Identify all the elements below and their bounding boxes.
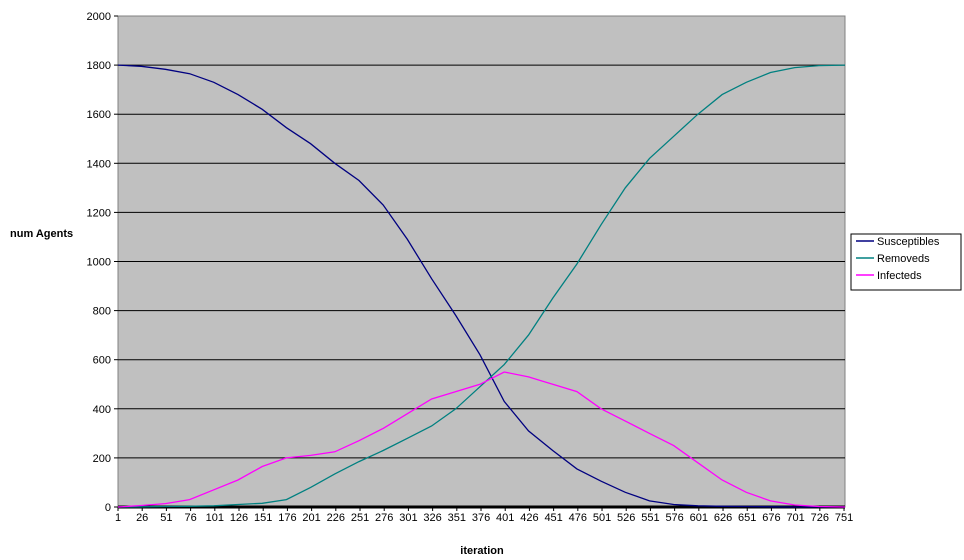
y-tick-label: 1200 bbox=[87, 207, 111, 219]
x-axis-ticks: 1 26 51 76 101 126 151 176 201 226 251 276 301 326 351… bbox=[115, 505, 853, 524]
y-tick-label: 400 bbox=[93, 404, 111, 416]
x-axis-label: iteration bbox=[460, 545, 504, 557]
x-tick-label: 301 bbox=[399, 512, 417, 524]
y-tick-label: 1400 bbox=[87, 158, 111, 170]
legend-label-removeds: Removeds bbox=[877, 253, 930, 265]
y-axis-ticks: 0 200 400 600 800 1000 1200 1400 1600 1800 2000 bbox=[87, 11, 118, 514]
x-tick-label: 551 bbox=[641, 512, 659, 524]
series-line-susceptibles bbox=[117, 64, 845, 508]
x-tick-label: 451 bbox=[544, 512, 562, 524]
x-tick-label: 726 bbox=[811, 512, 829, 524]
y-tick-label: 0 bbox=[105, 502, 111, 514]
legend: Susceptibles Removeds Infecteds bbox=[850, 233, 962, 291]
x-tick-label: 426 bbox=[520, 512, 538, 524]
y-axis-label: num Agents bbox=[10, 228, 73, 240]
legend-box bbox=[850, 233, 962, 291]
series-line-removeds bbox=[117, 64, 846, 508]
x-tick-label: 401 bbox=[496, 512, 514, 524]
y-tick-label: 1600 bbox=[87, 109, 111, 121]
y-tick-label: 600 bbox=[93, 355, 111, 367]
x-tick-label: 76 bbox=[184, 512, 196, 524]
y-tick-label: 1800 bbox=[87, 60, 111, 72]
x-tick-label: 1 bbox=[115, 512, 121, 524]
y-tick-label: 1000 bbox=[87, 257, 111, 269]
series-lines bbox=[117, 64, 846, 508]
legend-label-infecteds: Infecteds bbox=[877, 270, 922, 282]
x-tick-label: 251 bbox=[351, 512, 369, 524]
x-tick-label: 576 bbox=[665, 512, 683, 524]
x-tick-label: 526 bbox=[617, 512, 635, 524]
x-tick-label: 601 bbox=[690, 512, 708, 524]
y-tick-label: 800 bbox=[93, 306, 111, 318]
x-tick-label: 101 bbox=[206, 512, 224, 524]
x-tick-label: 476 bbox=[569, 512, 587, 524]
x-tick-label: 701 bbox=[786, 512, 804, 524]
x-tick-label: 201 bbox=[302, 512, 320, 524]
x-tick-label: 51 bbox=[160, 512, 172, 524]
y-tick-label: 200 bbox=[93, 453, 111, 465]
legend-label-susceptibles: Susceptibles bbox=[877, 236, 940, 248]
x-tick-label: 651 bbox=[738, 512, 756, 524]
x-tick-label: 626 bbox=[714, 512, 732, 524]
series-line-infecteds bbox=[117, 371, 846, 508]
x-tick-label: 751 bbox=[835, 512, 853, 524]
x-tick-label: 126 bbox=[230, 512, 248, 524]
x-tick-label: 151 bbox=[254, 512, 272, 524]
x-tick-label: 676 bbox=[762, 512, 780, 524]
x-tick-label: 276 bbox=[375, 512, 393, 524]
x-tick-label: 501 bbox=[593, 512, 611, 524]
x-tick-label: 26 bbox=[136, 512, 148, 524]
x-tick-label: 226 bbox=[327, 512, 345, 524]
x-tick-label: 376 bbox=[472, 512, 490, 524]
y-tick-label: 2000 bbox=[87, 11, 111, 23]
x-tick-label: 176 bbox=[278, 512, 296, 524]
x-tick-label: 351 bbox=[448, 512, 466, 524]
x-tick-label: 326 bbox=[423, 512, 441, 524]
gridlines bbox=[118, 64, 845, 459]
